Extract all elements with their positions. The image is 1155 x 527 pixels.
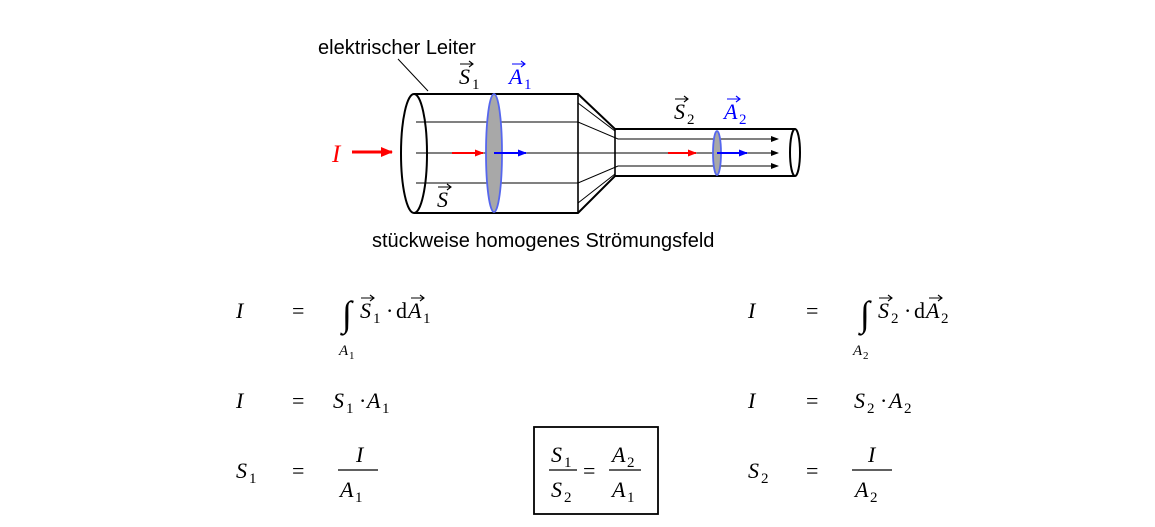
eq-left-product: I = S 1 · A 1 bbox=[235, 388, 390, 417]
svg-text:d: d bbox=[396, 298, 407, 323]
eq-left-density: S 1 = I A 1 bbox=[236, 442, 378, 506]
svg-text:=: = bbox=[806, 458, 818, 483]
svg-text:·: · bbox=[880, 388, 887, 413]
svg-text:A: A bbox=[610, 442, 626, 467]
wide-section-outline bbox=[414, 93, 795, 130]
svg-text:S: S bbox=[360, 298, 371, 323]
equations-left: I = ∫ A 1 S 1 · d A 1 I = S 1 · A 1 S 1 bbox=[235, 294, 431, 506]
svg-text:1: 1 bbox=[373, 311, 381, 327]
eq-left-integral: I = ∫ A 1 S 1 · d A 1 bbox=[235, 294, 431, 362]
figure-caption: stückweise homogenes Strömungsfeld bbox=[372, 230, 714, 252]
label-A2: A 2 bbox=[722, 95, 747, 128]
svg-text:S: S bbox=[551, 477, 562, 502]
svg-text:S: S bbox=[878, 298, 889, 323]
svg-text:A: A bbox=[338, 477, 354, 502]
svg-text:S: S bbox=[459, 64, 470, 89]
conductor-label-leader bbox=[397, 58, 429, 92]
eq-right-product: I = S 2 · A 2 bbox=[747, 388, 912, 417]
svg-text:A: A bbox=[610, 477, 626, 502]
svg-text:S: S bbox=[236, 458, 247, 483]
svg-text:A: A bbox=[853, 477, 869, 502]
svg-text:2: 2 bbox=[739, 112, 747, 128]
svg-text:2: 2 bbox=[863, 350, 869, 362]
equations-right: I = ∫ A 2 S 2 · d A 2 I = S 2 · A 2 S 2 bbox=[747, 294, 949, 506]
svg-text:I: I bbox=[235, 388, 245, 413]
label-S1: S 1 bbox=[459, 60, 480, 93]
svg-text:=: = bbox=[292, 298, 304, 323]
svg-text:2: 2 bbox=[870, 490, 878, 506]
svg-text:·: · bbox=[904, 298, 911, 323]
svg-text:1: 1 bbox=[349, 350, 355, 362]
svg-text:2: 2 bbox=[904, 401, 912, 417]
svg-text:S: S bbox=[748, 458, 759, 483]
eq-right-density: S 2 = I A 2 bbox=[748, 442, 892, 506]
svg-text:2: 2 bbox=[941, 311, 949, 327]
svg-text:A: A bbox=[887, 388, 903, 413]
svg-text:A: A bbox=[507, 64, 523, 89]
svg-text:1: 1 bbox=[423, 311, 431, 327]
svg-text:2: 2 bbox=[627, 455, 635, 471]
svg-text:∫: ∫ bbox=[340, 294, 354, 336]
svg-text:A: A bbox=[924, 298, 940, 323]
svg-text:∫: ∫ bbox=[858, 294, 872, 336]
svg-text:S: S bbox=[437, 187, 448, 212]
svg-text:1: 1 bbox=[249, 471, 257, 487]
label-S2: S 2 bbox=[674, 95, 695, 128]
svg-text:·: · bbox=[386, 298, 393, 323]
svg-text:1: 1 bbox=[627, 490, 635, 506]
svg-text:=: = bbox=[806, 388, 818, 413]
svg-text:S: S bbox=[333, 388, 344, 413]
eq-boxed-ratio: S 1 S 2 = A 2 A 1 bbox=[533, 426, 659, 515]
eq-right-integral: I = ∫ A 2 S 2 · d A 2 bbox=[747, 294, 949, 362]
wide-section-outline-bottom bbox=[414, 175, 795, 214]
svg-text:A: A bbox=[852, 343, 863, 359]
svg-text:1: 1 bbox=[524, 77, 532, 93]
svg-text:·: · bbox=[359, 388, 366, 413]
svg-text:I: I bbox=[747, 388, 757, 413]
svg-text:I: I bbox=[867, 442, 877, 467]
svg-text:1: 1 bbox=[346, 401, 354, 417]
svg-text:I: I bbox=[355, 442, 365, 467]
svg-text:=: = bbox=[806, 298, 818, 323]
svg-text:1: 1 bbox=[355, 490, 363, 506]
svg-text:I: I bbox=[747, 298, 757, 323]
svg-text:A: A bbox=[722, 99, 738, 124]
svg-text:1: 1 bbox=[472, 77, 480, 93]
svg-text:2: 2 bbox=[867, 401, 875, 417]
svg-text:A: A bbox=[406, 298, 422, 323]
svg-text:S: S bbox=[854, 388, 865, 413]
svg-text:2: 2 bbox=[761, 471, 769, 487]
svg-text:2: 2 bbox=[891, 311, 899, 327]
svg-text:2: 2 bbox=[564, 490, 572, 506]
conductor-label: elektrischer Leiter bbox=[318, 37, 476, 59]
svg-text:S: S bbox=[674, 99, 685, 124]
svg-text:d: d bbox=[914, 298, 925, 323]
svg-text:=: = bbox=[292, 458, 304, 483]
conductor-right-end bbox=[789, 128, 801, 177]
svg-text:=: = bbox=[583, 458, 595, 483]
svg-text:=: = bbox=[292, 388, 304, 413]
svg-text:A: A bbox=[338, 343, 349, 359]
svg-text:S: S bbox=[551, 442, 562, 467]
svg-text:A: A bbox=[365, 388, 381, 413]
svg-text:1: 1 bbox=[564, 455, 572, 471]
label-S: S bbox=[437, 183, 452, 212]
svg-text:2: 2 bbox=[687, 112, 695, 128]
label-A1: A 1 bbox=[507, 60, 532, 93]
svg-text:I: I bbox=[235, 298, 245, 323]
current-symbol: I bbox=[331, 141, 342, 168]
svg-text:1: 1 bbox=[382, 401, 390, 417]
